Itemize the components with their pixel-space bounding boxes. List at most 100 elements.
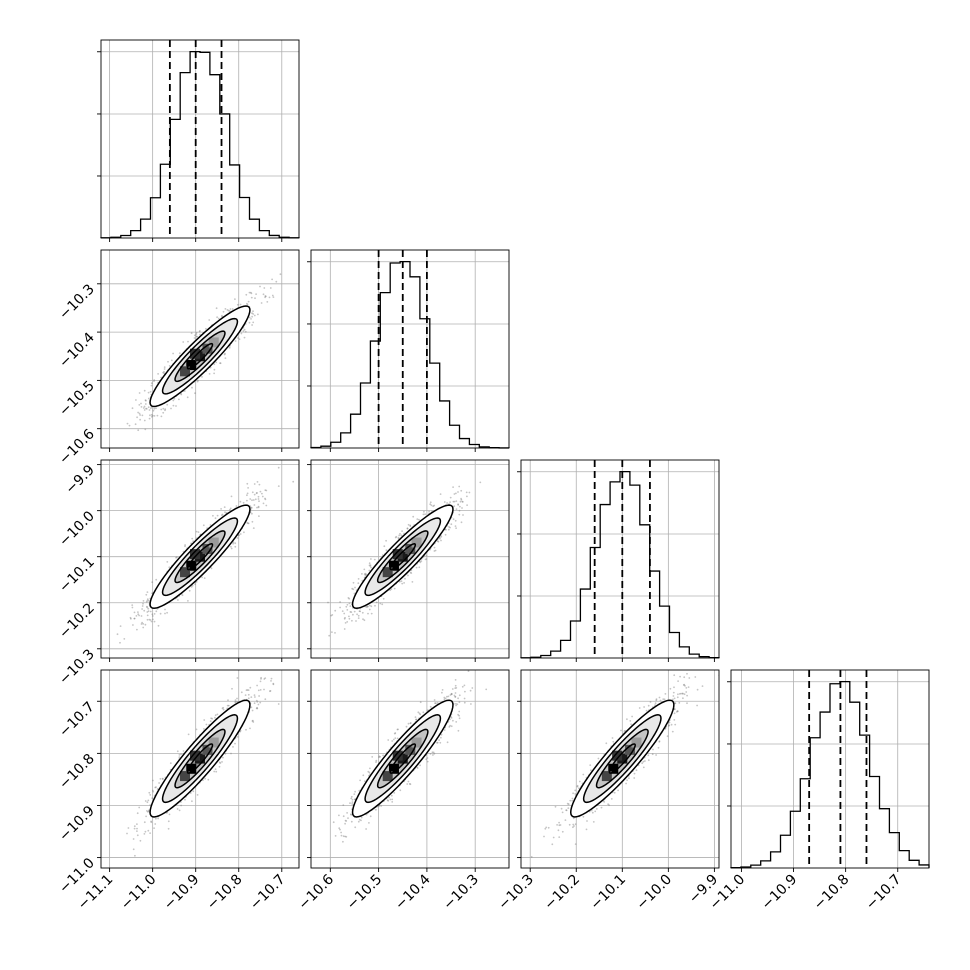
sample-point [184,544,187,546]
sample-point [395,535,398,538]
x-tick-label: −10.5 [344,872,386,914]
sample-point [175,405,177,407]
sample-point [346,621,349,623]
sample-point [136,628,138,631]
sample-point [236,677,239,679]
sample-point [382,754,384,757]
sample-point [178,398,180,401]
sample-point [252,721,255,723]
sample-point [253,314,256,317]
sample-point [152,779,154,782]
sample-point [147,829,150,832]
sample-point [480,666,482,668]
sample-point [411,581,414,583]
sample-point [351,803,353,805]
sample-point [341,610,344,612]
density-cell [186,560,197,571]
sample-point [221,314,223,317]
sample-point [424,558,427,561]
sample-point [369,565,372,568]
sample-point [123,638,126,640]
sample-point [264,698,267,701]
sample-point [368,564,371,567]
sample-point [340,831,342,834]
contour-line [389,743,417,774]
sample-point [479,481,482,484]
sample-point [457,504,460,506]
sample-point [242,330,245,332]
sample-point [147,599,150,602]
density-cell [190,750,201,761]
sample-point [365,606,368,608]
sample-point [356,613,358,616]
sample-point [263,287,266,289]
sample-point [167,360,169,363]
sample-point [148,618,151,621]
sample-point [328,634,331,637]
sample-point [655,754,657,756]
sample-point [426,760,429,763]
sample-point [354,790,356,793]
sample-point [161,777,164,780]
sample-point [136,812,139,815]
sample-point [250,706,253,709]
sample-point [638,707,641,709]
sample-point [566,802,569,805]
sample-point [339,606,341,609]
sample-point [145,408,148,410]
sample-point [157,817,160,820]
sample-point [683,693,686,696]
sample-point [147,406,150,409]
sample-point [405,725,408,728]
sample-point [454,692,457,694]
y-tick-label: −10.8 [56,751,98,793]
sample-point [145,815,148,818]
sample-point [444,697,447,700]
sample-point [358,610,361,612]
sample-point [418,518,420,521]
sample-point [685,687,688,689]
sample-point [208,319,211,321]
sample-point [455,527,457,529]
sample-point [146,614,149,617]
sample-point [409,524,412,527]
contour-line [351,699,454,818]
sample-point [342,835,345,838]
sample-point [154,786,157,789]
sample-point [352,588,355,591]
sample-point [331,631,333,633]
sample-point [150,407,152,410]
sample-point [180,393,183,396]
sample-point [370,605,373,608]
sample-point [251,512,253,515]
sample-point [184,798,186,801]
sample-point [239,533,242,535]
sample-point [626,718,628,721]
sample-point [385,549,388,552]
sample-point [153,620,156,623]
sample-point [234,545,237,548]
sample-point [247,487,250,489]
sample-point [367,612,369,615]
sample-point [438,739,440,741]
sample-point [463,684,466,687]
sample-point [358,818,361,821]
sample-point [140,406,143,408]
hist-panel-4: −11.0 −10.9 −10.8 −10.7 [707,669,930,913]
sample-point [428,510,430,513]
sample-point [244,694,247,696]
sample-point [155,610,158,613]
sample-point [253,504,256,506]
sample-point [146,606,149,609]
sample-point [149,794,152,796]
sample-point [701,685,704,687]
sample-point [150,415,153,418]
sample-point [424,513,426,516]
sample-point [248,316,251,319]
sample-point [160,415,163,418]
sample-point [434,702,436,705]
sample-point [396,728,399,731]
sample-point [146,611,149,613]
sample-point [240,691,243,694]
